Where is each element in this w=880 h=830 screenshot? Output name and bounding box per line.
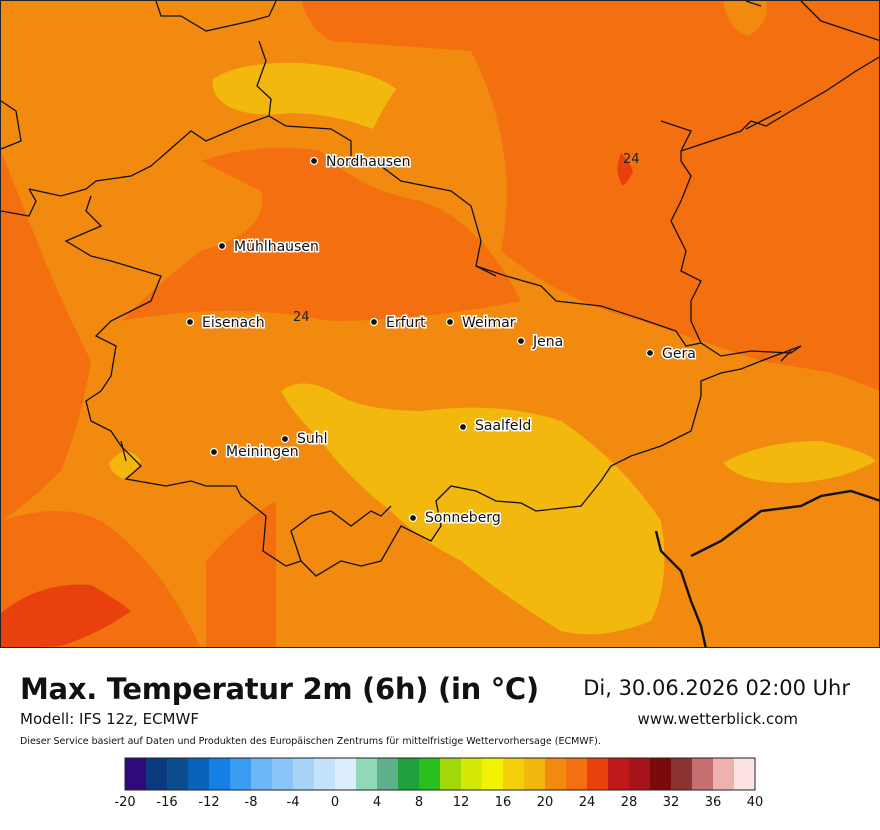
legend-swatch	[188, 758, 210, 790]
legend-tick-label: 8	[415, 795, 423, 810]
contour-label-24-northeast: 24	[623, 152, 640, 167]
city-label-saalfeld: Saalfeld	[475, 418, 531, 434]
legend-swatch	[629, 758, 651, 790]
website-link[interactable]: www.wetterblick.com	[637, 710, 798, 728]
city-dot-meiningen	[209, 447, 219, 457]
legend-swatch	[398, 758, 420, 790]
city-dot-muehlhausen	[217, 241, 227, 251]
legend-swatch	[734, 758, 756, 790]
field-18-20-east	[723, 441, 876, 483]
city-label-eisenach: Eisenach	[202, 315, 265, 331]
model-info: Modell: IFS 12z, ECMWF	[20, 710, 199, 728]
legend-tick-label: 28	[621, 795, 638, 810]
legend-tick-label: 40	[747, 795, 764, 810]
legend-swatch	[209, 758, 231, 790]
legend-swatch	[503, 758, 525, 790]
legend-swatch	[608, 758, 630, 790]
legend-swatch	[650, 758, 672, 790]
legend-tick-label: 24	[579, 795, 596, 810]
legend-swatch	[545, 758, 567, 790]
legend-swatch	[482, 758, 504, 790]
legend-swatch	[293, 758, 315, 790]
legend-tick-label: -16	[156, 795, 177, 810]
forecast-datetime: Di, 30.06.2026 02:00 Uhr	[583, 676, 850, 700]
city-label-erfurt: Erfurt	[386, 315, 426, 331]
map-canvas: 24 24 Nordhausen Mühlhausen Eisenach Erf…	[1, 1, 879, 647]
city-dot-weimar	[445, 317, 455, 327]
legend-swatch	[713, 758, 735, 790]
state-borders	[1, 1, 879, 577]
map-footer: Max. Temperatur 2m (6h) (in °C) Di, 30.0…	[0, 648, 880, 830]
legend-swatch	[419, 758, 441, 790]
city-dot-eisenach	[185, 317, 195, 327]
legend-tick-label: 4	[373, 795, 381, 810]
field-22-24-east	[501, 1, 879, 391]
city-dot-nordhausen	[309, 156, 319, 166]
legend-tick-label: 36	[705, 795, 722, 810]
city-markers: Nordhausen Mühlhausen Eisenach Erfurt We…	[185, 153, 697, 528]
city-dot-sonneberg	[408, 513, 418, 523]
city-dot-jena	[516, 336, 526, 346]
legend-swatch	[335, 758, 357, 790]
field-18-20-north	[212, 62, 396, 129]
legend-tick-label: -8	[245, 795, 258, 810]
legend-swatch	[440, 758, 462, 790]
field-22-24-south-central	[206, 501, 276, 647]
disclaimer-text: Dieser Service basiert auf Daten und Pro…	[20, 736, 601, 747]
field-24-26-southwest	[1, 584, 131, 647]
legend-swatch	[251, 758, 273, 790]
city-label-sonneberg: Sonneberg	[425, 510, 501, 526]
border-details	[120, 350, 792, 562]
city-label-meiningen: Meiningen	[226, 444, 299, 460]
legend-tick-label: 12	[453, 795, 470, 810]
legend-swatch	[272, 758, 294, 790]
legend-tick-label: 0	[331, 795, 339, 810]
national-border	[654, 489, 879, 647]
city-label-jena: Jena	[532, 334, 563, 350]
legend-tick-label: -4	[287, 795, 300, 810]
legend-swatch	[566, 758, 588, 790]
legend-swatch	[167, 758, 189, 790]
legend-swatch	[356, 758, 378, 790]
legend-swatch	[314, 758, 336, 790]
temperature-map: 24 24 Nordhausen Mühlhausen Eisenach Erf…	[0, 0, 880, 648]
color-legend: -20 -16 -12 -8 -4 0 4 8 12 16 20 24 28 32 36 40	[114, 757, 764, 810]
field-22-24-north-band	[121, 147, 521, 321]
field-18-20-top-right	[723, 1, 767, 36]
legend-tick-label: 32	[663, 795, 680, 810]
city-dot-erfurt	[369, 317, 379, 327]
city-dot-saalfeld	[458, 422, 468, 432]
legend-swatch	[692, 758, 714, 790]
contour-label-24-center: 24	[293, 310, 310, 325]
city-label-weimar: Weimar	[462, 315, 516, 331]
legend-tick-label: -12	[198, 795, 219, 810]
legend-tick-label: -20	[114, 795, 135, 810]
legend-tick-label: 16	[495, 795, 512, 810]
field-18-20-central	[281, 383, 665, 635]
field-24-26-northeast	[617, 153, 633, 186]
legend-tick-label: 20	[537, 795, 554, 810]
legend-swatch	[461, 758, 483, 790]
legend-swatch	[377, 758, 399, 790]
city-dot-suhl	[280, 434, 290, 444]
legend-swatch	[671, 758, 693, 790]
legend-swatch	[230, 758, 252, 790]
legend-swatch	[146, 758, 168, 790]
city-label-suhl: Suhl	[297, 431, 328, 447]
city-label-muehlhausen: Mühlhausen	[234, 239, 319, 255]
legend-swatch	[524, 758, 546, 790]
city-dot-gera	[645, 348, 655, 358]
city-label-nordhausen: Nordhausen	[326, 154, 411, 170]
map-title: Max. Temperatur 2m (6h) (in °C)	[20, 672, 539, 706]
city-label-gera: Gera	[662, 346, 696, 362]
legend-swatch	[125, 758, 147, 790]
legend-swatch	[587, 758, 609, 790]
legend-border	[124, 757, 756, 791]
